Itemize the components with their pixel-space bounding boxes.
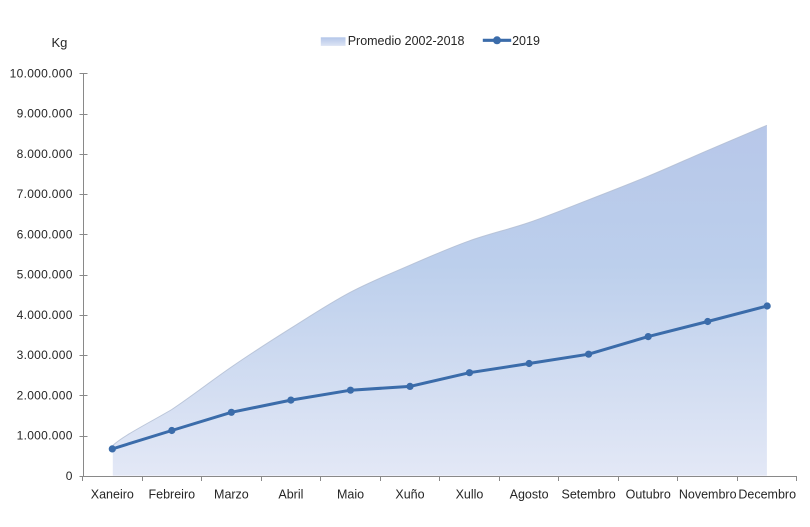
svg-text:2.000.000: 2.000.000 [17, 389, 73, 403]
svg-text:Kg: Kg [52, 35, 68, 50]
svg-text:10.000.000: 10.000.000 [10, 66, 73, 80]
svg-text:Febreiro: Febreiro [149, 488, 196, 502]
svg-text:6.000.000: 6.000.000 [17, 227, 73, 241]
svg-text:Promedio 2002-2018: Promedio 2002-2018 [348, 34, 465, 48]
svg-text:Xaneiro: Xaneiro [91, 488, 134, 502]
svg-text:Setembro: Setembro [561, 488, 615, 502]
svg-text:Xullo: Xullo [456, 488, 484, 502]
svg-text:Outubro: Outubro [626, 488, 671, 502]
svg-text:0: 0 [66, 469, 73, 483]
svg-text:2019: 2019 [512, 34, 540, 48]
svg-text:4.000.000: 4.000.000 [17, 308, 73, 322]
svg-text:8.000.000: 8.000.000 [17, 147, 73, 161]
svg-text:Agosto: Agosto [510, 488, 549, 502]
svg-text:Xuño: Xuño [395, 488, 424, 502]
svg-text:1.000.000: 1.000.000 [17, 429, 73, 443]
svg-text:Abril: Abril [278, 488, 303, 502]
svg-text:Decembro: Decembro [738, 488, 796, 502]
svg-text:Maio: Maio [337, 488, 364, 502]
svg-text:7.000.000: 7.000.000 [17, 187, 73, 201]
svg-text:5.000.000: 5.000.000 [17, 268, 73, 282]
svg-text:3.000.000: 3.000.000 [17, 348, 73, 362]
svg-text:Marzo: Marzo [214, 488, 249, 502]
svg-text:9.000.000: 9.000.000 [17, 107, 73, 121]
svg-text:Novembro: Novembro [679, 488, 737, 502]
